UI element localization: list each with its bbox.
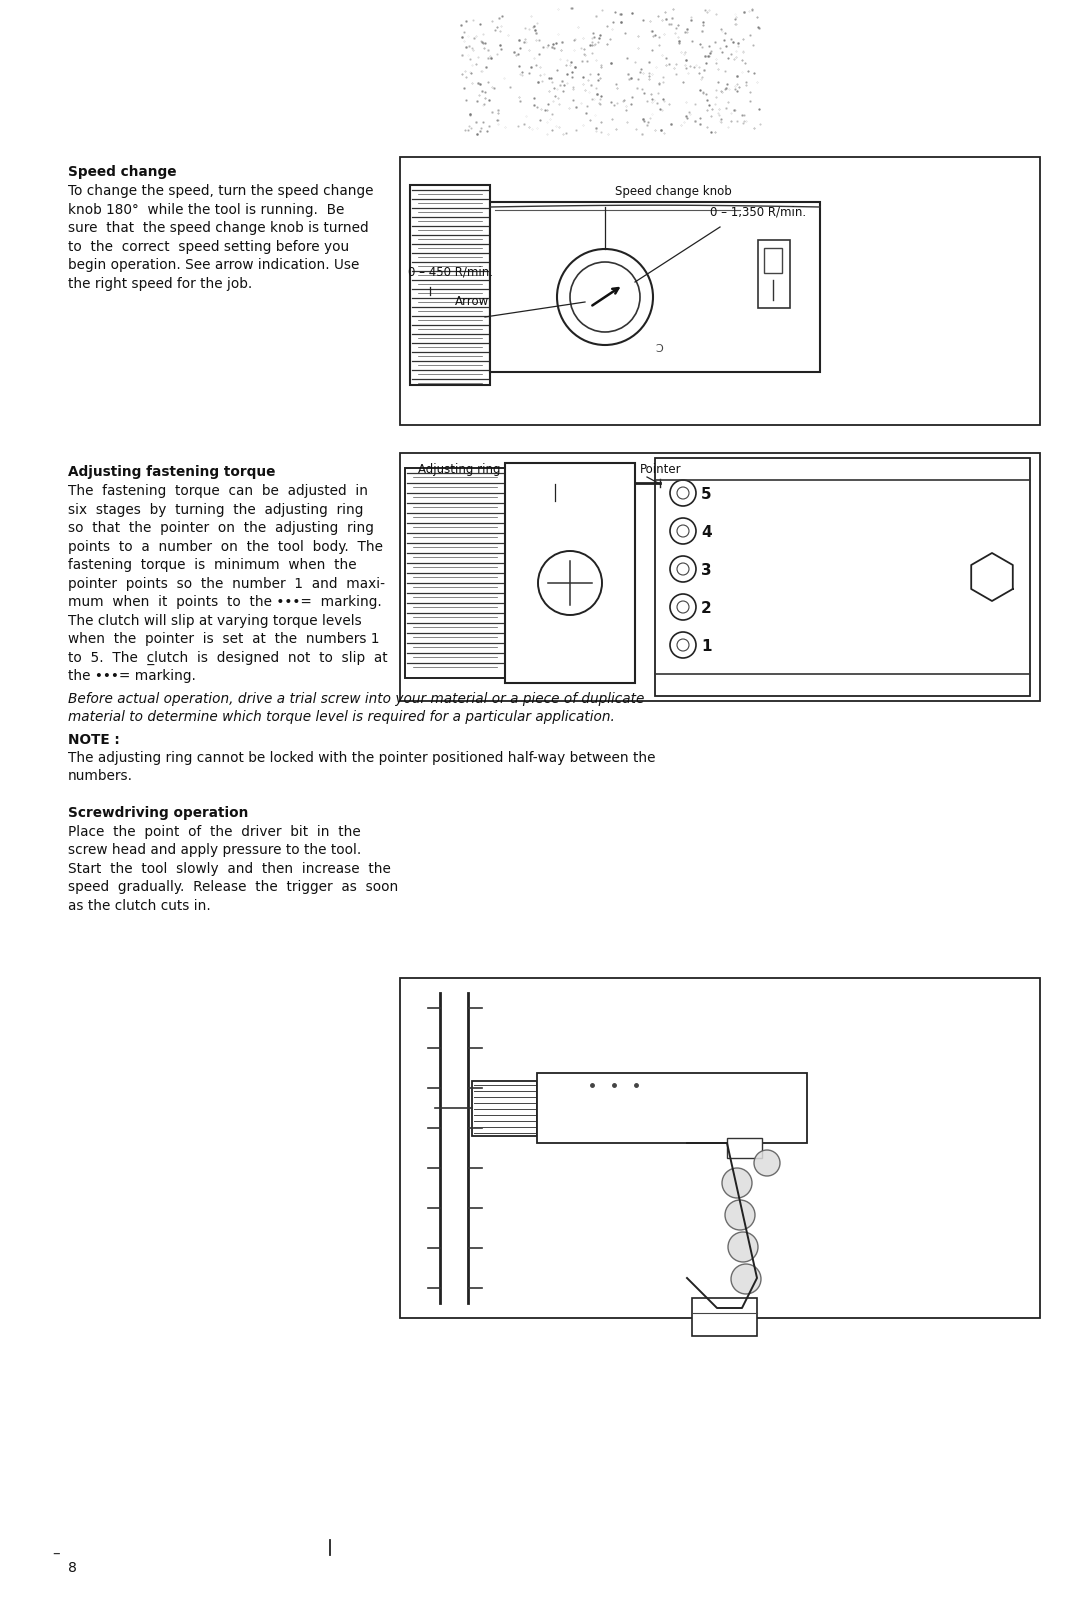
Bar [490,201,820,373]
Text: to  5.  The  c̲lutch  is  designed  not  to  slip  at: to 5. The c̲lutch is designed not to sli… [68,651,388,665]
Text: so  that  the  pointer  on  the  adjusting  ring: so that the pointer on the adjusting rin… [68,521,374,536]
Bar [472,1081,537,1135]
Bar [758,240,789,309]
Text: The adjusting ring cannot be locked with the pointer positioned half-way between: The adjusting ring cannot be locked with… [68,750,656,764]
Text: material to determine which torque level is required for a particular applicatio: material to determine which torque level… [68,710,615,724]
Text: begin operation. See arrow indication. Use: begin operation. See arrow indication. U… [68,257,360,272]
Text: points  to  a  number  on  the  tool  body.  The: points to a number on the tool body. The [68,539,383,553]
Circle shape [538,552,602,616]
Text: the •••= marking.: the •••= marking. [68,668,195,683]
Text: 4: 4 [701,524,712,540]
Circle shape [677,488,689,499]
Circle shape [670,593,696,620]
Circle shape [677,563,689,576]
Circle shape [670,556,696,582]
Text: Arrow: Arrow [455,294,489,309]
Circle shape [670,632,696,659]
Circle shape [723,1167,752,1198]
Text: 1: 1 [701,640,712,654]
Text: Pointer: Pointer [640,464,681,477]
Text: The  fastening  torque  can  be  adjusted  in: The fastening torque can be adjusted in [68,484,368,497]
Text: 8: 8 [68,1561,77,1575]
Text: 3: 3 [701,563,712,577]
Text: Screwdriving operation: Screwdriving operation [68,806,248,820]
Bar [692,1298,757,1337]
Text: NOTE :: NOTE : [68,732,120,747]
Bar [410,185,490,385]
Text: 0 – 450 R/min.: 0 – 450 R/min. [408,265,492,278]
Text: the right speed for the job.: the right speed for the job. [68,277,253,291]
Text: knob 180°  while the tool is running.  Be: knob 180° while the tool is running. Be [68,203,345,216]
Text: Adjusting fastening torque: Adjusting fastening torque [68,465,275,480]
Bar [400,453,1040,700]
Text: Start  the  tool  slowly  and  then  increase  the: Start the tool slowly and then increase … [68,862,391,876]
Text: Ɔ: Ɔ [654,344,663,353]
Bar [727,1138,762,1158]
Text: 5: 5 [701,488,712,502]
Bar [505,464,635,683]
Text: speed  gradually.  Release  the  trigger  as  soon: speed gradually. Release the trigger as … [68,879,399,894]
Text: Speed change knob: Speed change knob [615,185,732,198]
Circle shape [754,1150,780,1175]
Text: The clutch will slip at varying torque levels: The clutch will slip at varying torque l… [68,614,362,627]
Bar [654,457,1030,696]
Text: 2: 2 [701,601,712,616]
Text: numbers.: numbers. [68,769,133,784]
Bar [405,469,505,678]
Text: pointer  points  so  the  number  1  and  maxi-: pointer points so the number 1 and maxi- [68,577,384,590]
Text: 0 – 1,350 R/min.: 0 – 1,350 R/min. [710,205,806,217]
Text: Speed change: Speed change [68,165,176,179]
Bar [764,248,782,273]
Text: when  the  pointer  is  set  at  the  numbers 1: when the pointer is set at the numbers 1 [68,632,379,646]
Text: six  stages  by  turning  the  adjusting  ring: six stages by turning the adjusting ring [68,502,363,516]
Text: screw head and apply pressure to the tool.: screw head and apply pressure to the too… [68,843,361,857]
Text: To change the speed, turn the speed change: To change the speed, turn the speed chan… [68,184,374,198]
Bar [537,1073,807,1143]
Circle shape [728,1231,758,1262]
Bar [400,979,1040,1318]
Text: Place  the  point  of  the  driver  bit  in  the: Place the point of the driver bit in the [68,825,361,838]
Text: as the clutch cuts in.: as the clutch cuts in. [68,899,211,913]
Bar [400,157,1040,425]
Text: Adjusting ring: Adjusting ring [418,464,500,477]
Text: mum  when  it  points  to  the •••=  marking.: mum when it points to the •••= marking. [68,595,381,609]
Circle shape [677,640,689,651]
Text: sure  that  the speed change knob is turned: sure that the speed change knob is turne… [68,221,368,235]
Circle shape [725,1199,755,1230]
Circle shape [677,524,689,537]
Circle shape [670,480,696,505]
Text: fastening  torque  is  minimum  when  the: fastening torque is minimum when the [68,558,356,572]
Circle shape [570,262,640,333]
Circle shape [670,518,696,544]
Text: to  the  correct  speed setting before you: to the correct speed setting before you [68,240,349,254]
Circle shape [731,1263,761,1294]
Text: –: – [52,1546,59,1561]
Circle shape [677,601,689,612]
Circle shape [557,249,653,345]
Text: Before actual operation, drive a trial screw into your material or a piece of du: Before actual operation, drive a trial s… [68,691,645,705]
